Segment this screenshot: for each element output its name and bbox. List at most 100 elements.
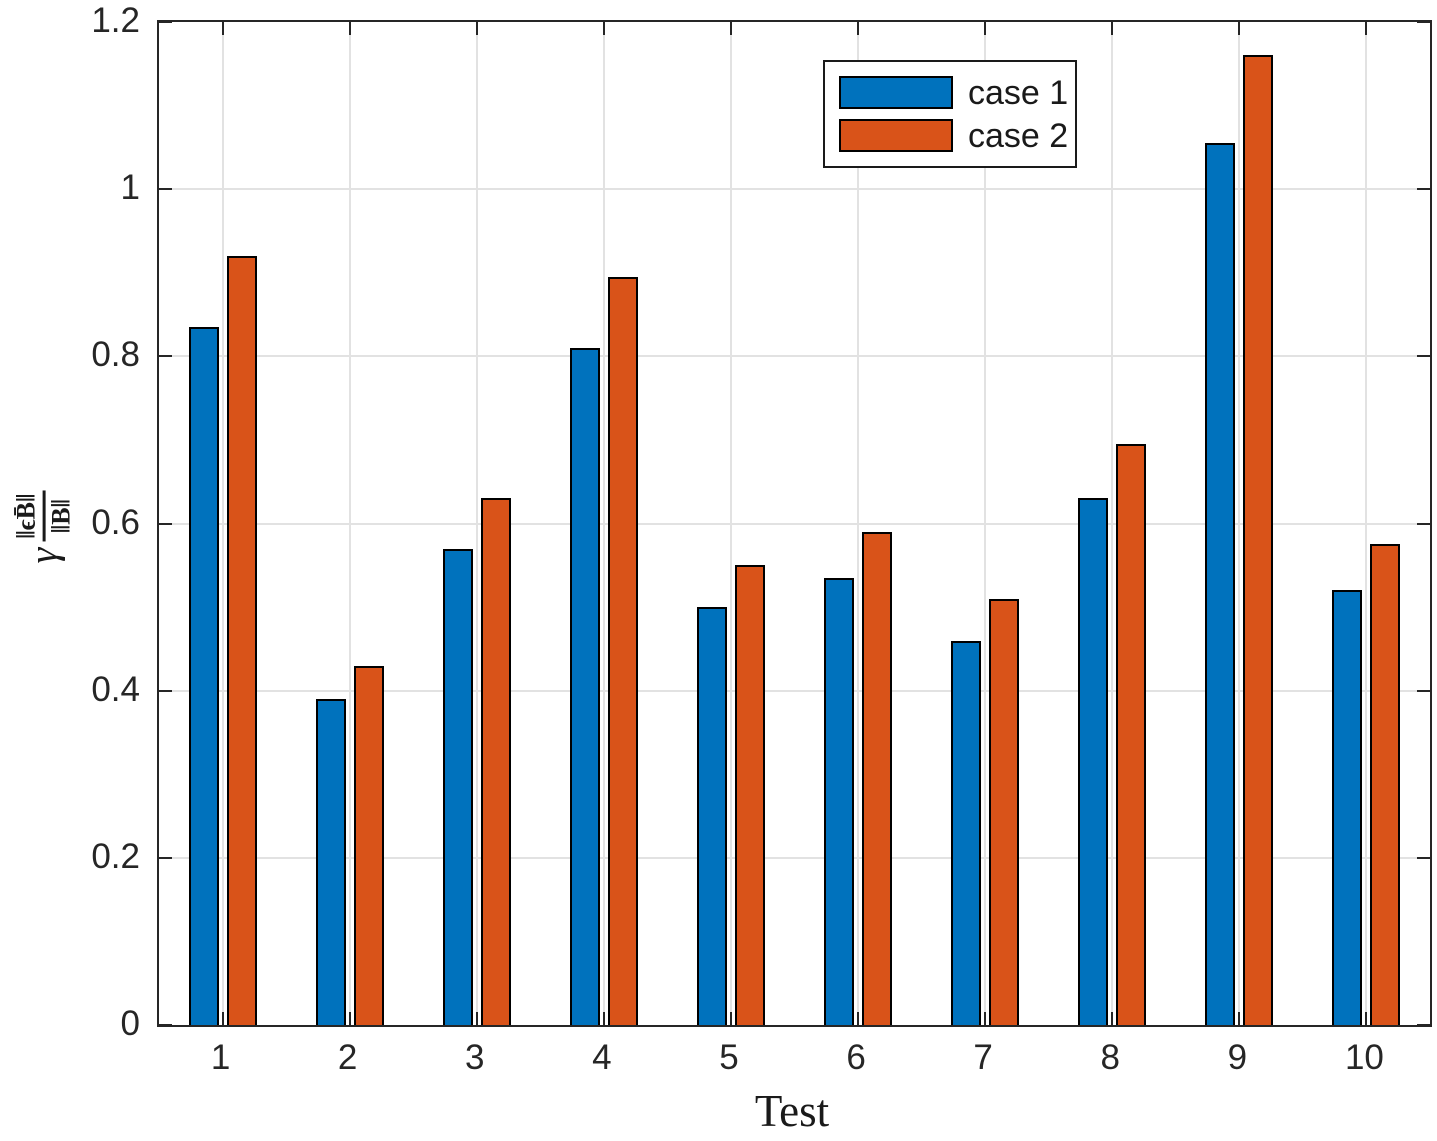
gridline-y-0.8 — [159, 355, 1430, 358]
tick-y-right-0.6 — [1417, 522, 1430, 525]
plot-area — [157, 20, 1432, 1027]
bar-case-2-test-2 — [353, 665, 384, 1025]
tick-y-left-0 — [159, 1024, 172, 1026]
legend: case 1 case 2 — [823, 60, 1077, 168]
x-tick-label-9: 9 — [1227, 1038, 1248, 1077]
legend-label-case-1: case 1 — [968, 73, 1069, 112]
tick-x-bottom-6 — [857, 1012, 860, 1025]
x-tick-label-6: 6 — [846, 1038, 866, 1077]
gridline-y-0.6 — [159, 522, 1430, 525]
bar-case-2-test-6 — [862, 531, 893, 1025]
tick-y-right-0.8 — [1417, 355, 1430, 358]
bar-case-2-test-8 — [1116, 444, 1147, 1025]
bar-case-1-test-1 — [188, 327, 219, 1025]
bar-case-2-test-3 — [480, 498, 511, 1025]
legend-swatch-case-2 — [839, 119, 953, 152]
gridline-y-1 — [159, 188, 1430, 191]
bar-case-1-test-4 — [569, 347, 600, 1025]
ylabel-fraction-numerator: ‖ϵB̄‖ — [11, 490, 46, 542]
x-tick-label-4: 4 — [592, 1038, 612, 1077]
x-tick-label-5: 5 — [719, 1038, 739, 1077]
y-axis-label: γ ‖ϵB̄‖ ‖B‖ — [11, 490, 77, 563]
x-tick-label-2: 2 — [337, 1038, 358, 1077]
gridline-y-0.4 — [159, 689, 1430, 692]
x-axis-label: Test — [754, 1086, 830, 1136]
gridline-x-9 — [1238, 22, 1241, 1025]
x-tick-label-3: 3 — [465, 1038, 485, 1077]
y-tick-label-1: 1 — [120, 168, 140, 208]
x-tick-label-8: 8 — [1100, 1038, 1120, 1077]
tick-y-right-0 — [1417, 1024, 1430, 1026]
y-tick-label-1.2: 1.2 — [91, 1, 140, 40]
gridline-x-1 — [221, 22, 224, 1025]
gridline-x-5 — [729, 22, 732, 1025]
ylabel-fraction: ‖ϵB̄‖ ‖B‖ — [11, 490, 77, 542]
tick-y-right-0.4 — [1417, 689, 1430, 692]
tick-x-top-6 — [857, 22, 860, 35]
ylabel-fraction-denominator: ‖B‖ — [46, 499, 76, 534]
tick-x-top-9 — [1238, 22, 1241, 35]
tick-x-top-2 — [348, 22, 351, 35]
tick-y-right-1.2 — [1417, 21, 1430, 23]
tick-x-top-8 — [1111, 22, 1114, 35]
y-tick-label-0.8: 0.8 — [91, 335, 140, 375]
tick-x-top-4 — [602, 22, 605, 35]
tick-x-top-3 — [475, 22, 478, 35]
x-tick-label-7: 7 — [973, 1038, 993, 1077]
bar-case-1-test-10 — [1332, 590, 1363, 1025]
tick-x-bottom-2 — [348, 1012, 351, 1025]
bar-case-1-test-6 — [824, 577, 855, 1025]
bar-case-1-test-2 — [315, 699, 346, 1025]
bar-case-2-test-10 — [1370, 544, 1401, 1025]
gridline-x-10 — [1365, 22, 1368, 1025]
tick-x-bottom-3 — [475, 1012, 478, 1025]
gridline-x-6 — [857, 22, 860, 1025]
bar-case-1-test-9 — [1205, 143, 1236, 1025]
tick-y-right-0.2 — [1417, 856, 1430, 859]
tick-y-left-0.4 — [159, 689, 172, 692]
tick-y-left-0.2 — [159, 856, 172, 859]
tick-x-bottom-5 — [729, 1012, 732, 1025]
tick-x-top-7 — [984, 22, 987, 35]
bar-case-1-test-5 — [696, 607, 727, 1025]
tick-x-top-1 — [221, 22, 224, 35]
legend-label-case-2: case 2 — [968, 116, 1069, 155]
tick-y-left-1.2 — [159, 21, 172, 23]
legend-item-case-2: case 2 — [839, 119, 1075, 153]
tick-x-bottom-9 — [1238, 1012, 1241, 1025]
gridline-y-0.2 — [159, 856, 1430, 859]
bar-case-1-test-3 — [442, 548, 473, 1025]
bar-case-2-test-5 — [734, 565, 765, 1025]
tick-x-bottom-1 — [221, 1012, 224, 1025]
bar-case-1-test-7 — [951, 640, 982, 1025]
tick-x-top-5 — [729, 22, 732, 35]
y-tick-label-0: 0 — [120, 1004, 140, 1043]
gridline-x-8 — [1111, 22, 1114, 1025]
gridline-x-7 — [984, 22, 987, 1025]
tick-x-bottom-8 — [1111, 1012, 1114, 1025]
y-tick-label-0.2: 0.2 — [91, 836, 140, 876]
x-tick-label-10: 10 — [1344, 1038, 1384, 1077]
y-tick-label-0.6: 0.6 — [91, 502, 140, 542]
bar-case-2-test-1 — [226, 256, 257, 1025]
bar-case-2-test-4 — [607, 276, 638, 1025]
tick-y-left-0.6 — [159, 522, 172, 525]
tick-y-left-0.8 — [159, 355, 172, 358]
legend-item-case-1: case 1 — [839, 76, 1075, 110]
gridline-x-3 — [475, 22, 478, 1025]
legend-swatch-case-1 — [839, 76, 953, 109]
tick-x-bottom-4 — [602, 1012, 605, 1025]
bar-case-1-test-8 — [1078, 498, 1109, 1025]
gridline-x-4 — [602, 22, 605, 1025]
tick-x-top-10 — [1365, 22, 1368, 35]
x-tick-label-1: 1 — [210, 1038, 231, 1077]
tick-y-right-1 — [1417, 188, 1430, 191]
y-tick-label-0.4: 0.4 — [91, 669, 140, 709]
tick-y-left-1 — [159, 188, 172, 191]
tick-x-bottom-7 — [984, 1012, 987, 1025]
tick-x-bottom-10 — [1365, 1012, 1368, 1025]
bar-case-2-test-9 — [1243, 55, 1274, 1025]
bar-case-2-test-7 — [989, 598, 1020, 1025]
gridline-x-2 — [348, 22, 351, 1025]
